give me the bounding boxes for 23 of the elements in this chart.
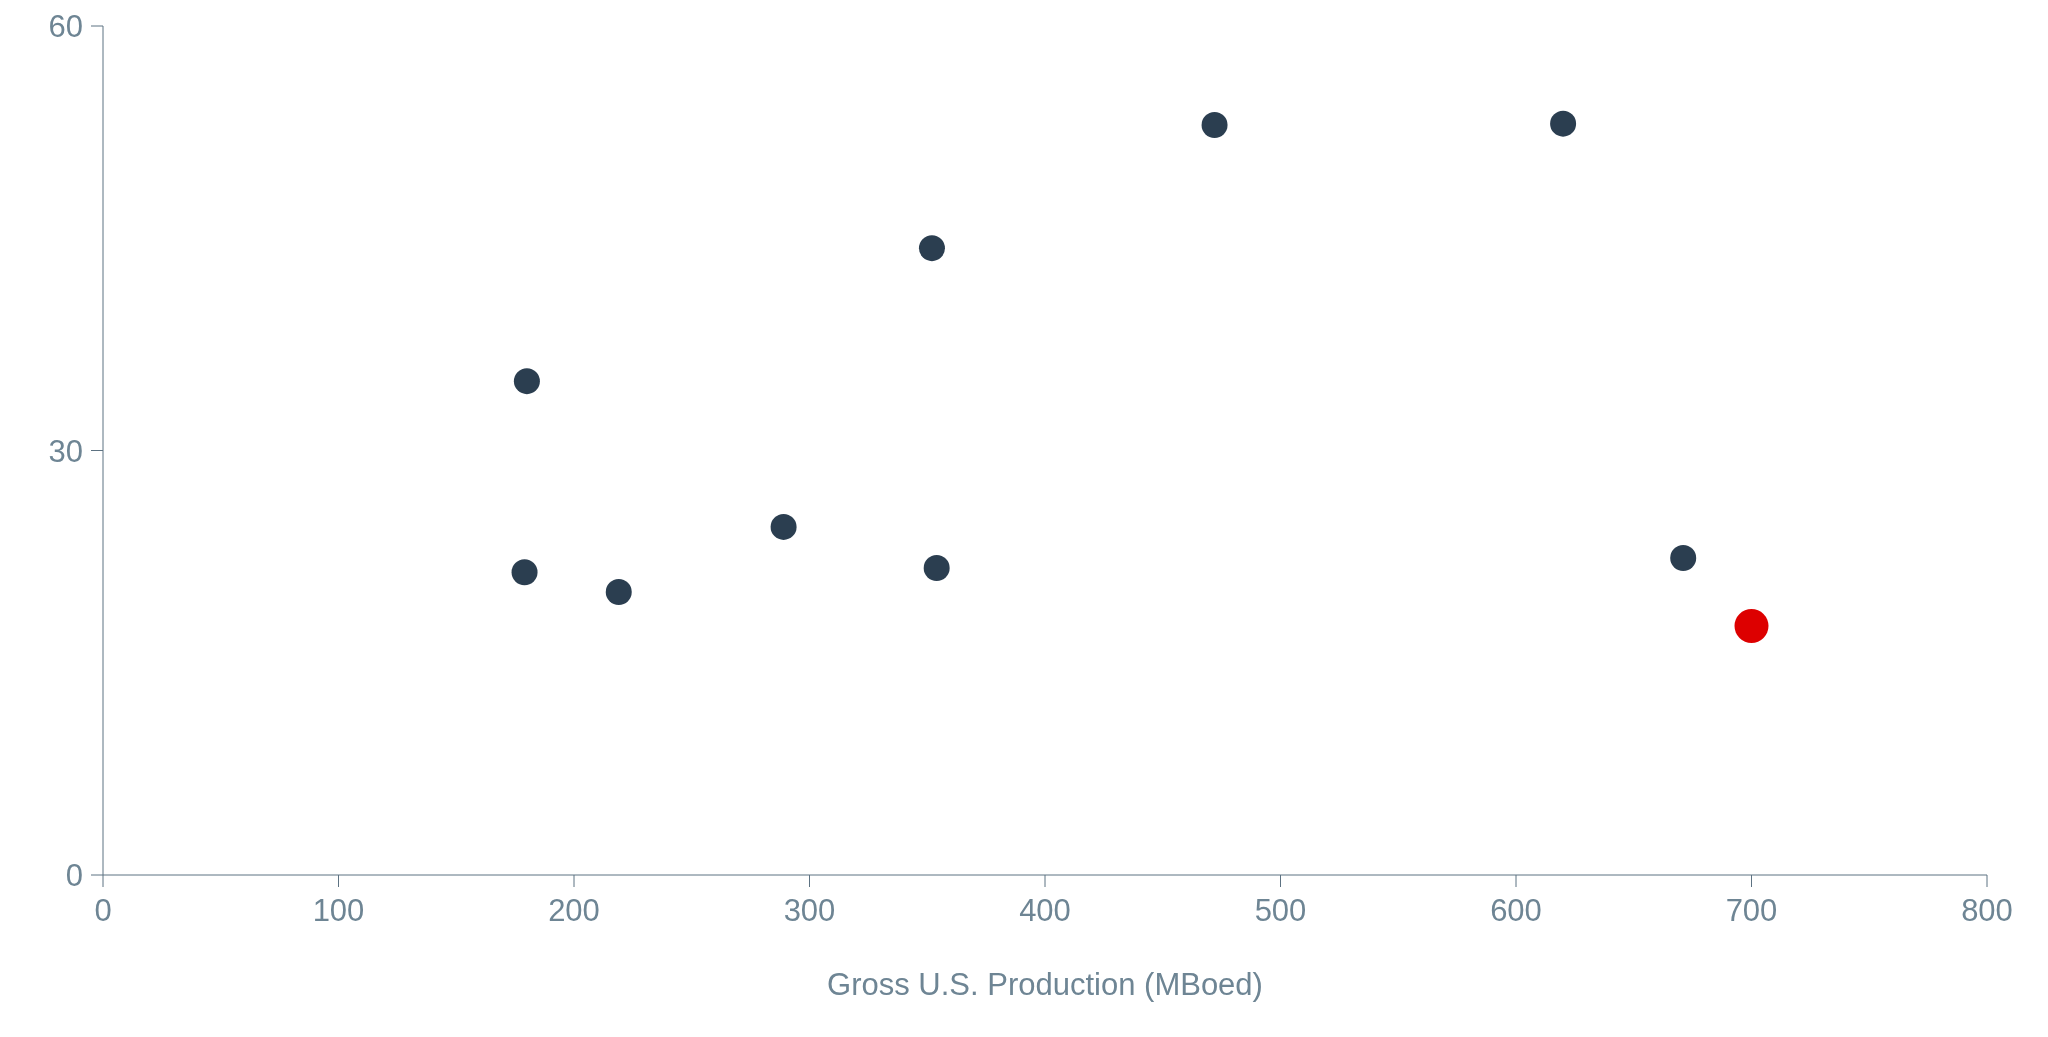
point	[605, 579, 632, 605]
x-tick-label: 400	[1019, 893, 1071, 929]
point	[1550, 110, 1577, 137]
x-tick-label: 800	[1961, 893, 2013, 929]
x-tick-label: 500	[1254, 893, 1307, 929]
y-tick-label: 0	[65, 858, 83, 894]
point	[918, 235, 945, 262]
point	[511, 559, 538, 586]
point	[770, 513, 797, 540]
y-tick-label: 30	[48, 433, 83, 469]
y-tick-label: 60	[48, 9, 83, 45]
x-tick-label: 600	[1490, 893, 1542, 929]
point	[1734, 608, 1769, 643]
point	[1670, 545, 1697, 572]
x-tick-label: 0	[94, 893, 112, 929]
point	[1201, 112, 1228, 139]
point	[923, 554, 950, 581]
x-tick-label: 100	[312, 893, 365, 929]
x-axis-title: Gross U.S. Production (MBoed)	[827, 967, 1263, 1002]
x-tick-label: 300	[783, 893, 836, 929]
point	[513, 368, 540, 395]
x-tick-label: 200	[548, 893, 600, 929]
x-tick-label: 700	[1725, 893, 1778, 929]
